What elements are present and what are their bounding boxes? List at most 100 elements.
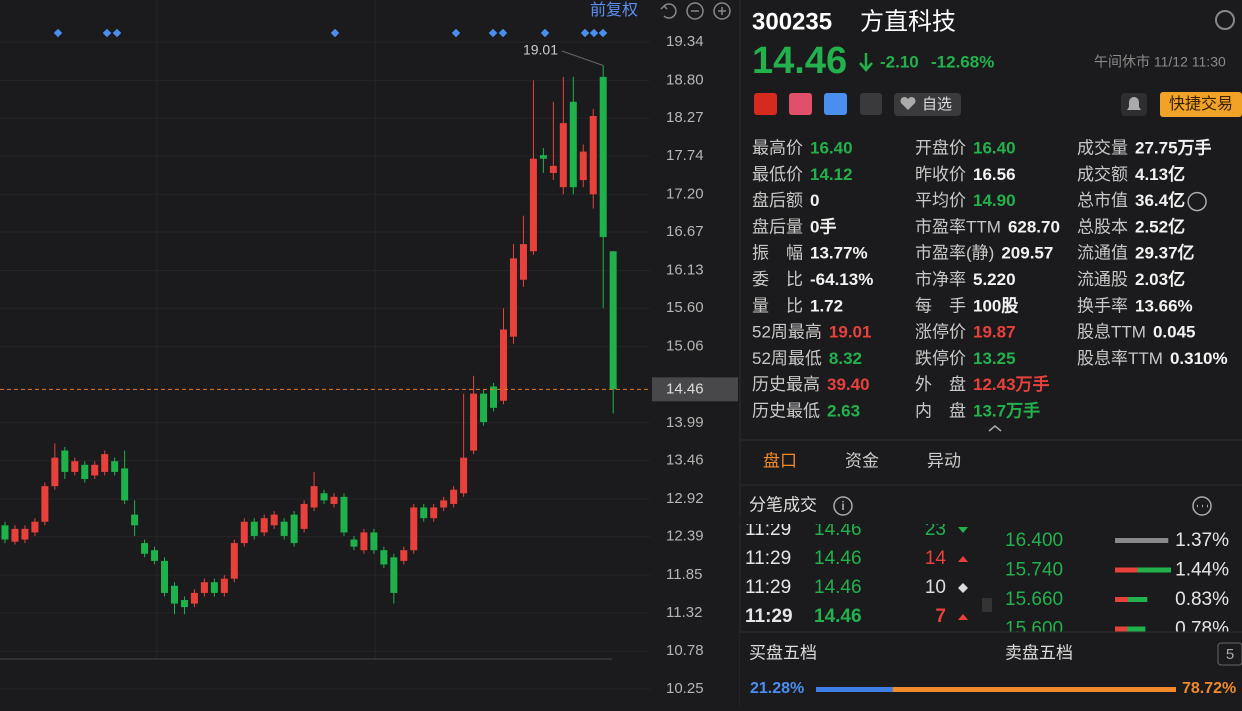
- stat-value: 19.01: [829, 323, 872, 342]
- market-status: 午间休市 11/12 11:30: [1094, 54, 1226, 70]
- tab[interactable]: 资金: [845, 451, 879, 470]
- settings-icon[interactable]: [1215, 10, 1235, 30]
- stat-value: 209.57: [1001, 244, 1053, 263]
- candle-body: [480, 393, 488, 423]
- undo-icon[interactable]: [660, 3, 677, 19]
- bell-icon: [1127, 97, 1141, 110]
- y-tick-label: 10.78: [666, 642, 704, 659]
- y-tick-label: 17.74: [666, 147, 704, 164]
- price: 14.46: [752, 40, 847, 82]
- candle-body: [490, 386, 498, 408]
- y-tick-label: 18.80: [666, 71, 704, 88]
- candle-body: [320, 493, 328, 501]
- stat-label: 流通值: [1077, 244, 1128, 263]
- candle-body: [21, 528, 29, 540]
- stat-value: 1.72: [810, 296, 843, 315]
- stat-label: 开盘价: [915, 138, 966, 157]
- candle-body: [41, 486, 49, 522]
- scroll-marker: [982, 598, 992, 612]
- stat-label: 历史最高: [752, 375, 820, 394]
- trade-price: 14.46: [814, 548, 862, 569]
- candle-body: [71, 461, 79, 472]
- candle-body: [180, 600, 188, 608]
- tabs: 盘口 资金 异动: [763, 451, 961, 470]
- info-icon[interactable]: [833, 496, 853, 516]
- trade-price: 14.46: [814, 519, 862, 540]
- ratio-bar: [816, 687, 1176, 692]
- stat-value: 13.25: [973, 349, 1016, 368]
- candle-body: [470, 393, 478, 451]
- stat-label: 市盈率TTM: [915, 217, 1001, 236]
- y-tick-label: 16.67: [666, 223, 704, 240]
- stat-label: 内 盘: [915, 401, 966, 420]
- collapse-icon[interactable]: [988, 425, 1002, 432]
- more-icon: [1187, 191, 1207, 212]
- trade-button[interactable]: [1160, 92, 1242, 117]
- zoom-out-icon[interactable]: [686, 2, 704, 20]
- event-marker: [330, 28, 340, 38]
- adjust-toggle[interactable]: 前复权: [590, 1, 638, 19]
- candle-body: [599, 76, 607, 238]
- trade-time: 11:29: [745, 577, 791, 598]
- candle-body: [539, 155, 547, 159]
- more-icon[interactable]: [1192, 496, 1212, 516]
- event-marker: [498, 28, 508, 38]
- candle-body: [11, 528, 19, 542]
- candle-body: [569, 101, 577, 188]
- tab[interactable]: 盘口: [763, 451, 797, 470]
- candle-body: [500, 329, 507, 401]
- stat-label: 最低价: [752, 165, 803, 184]
- stat-label: 盘后量: [752, 217, 803, 236]
- stat-value: 27.75万手: [1135, 137, 1212, 157]
- candle-body: [220, 578, 228, 593]
- dist-bar: [1115, 567, 1171, 573]
- stat-label: 跌停价: [915, 349, 966, 368]
- heart-icon: [900, 96, 916, 110]
- stat-value: 5.220: [973, 270, 1016, 289]
- stat-label: 股息率TTM: [1077, 349, 1163, 368]
- stat-label: 历史最低: [752, 401, 820, 420]
- candle-body: [410, 507, 418, 551]
- stat-value: 16.56: [973, 165, 1016, 184]
- candle-body: [250, 521, 258, 536]
- stat-label: 最高价: [752, 138, 803, 157]
- stock-code: 300235: [752, 8, 832, 35]
- bid-title: 买盘五档: [749, 643, 817, 662]
- stat-value: 2.03亿: [1135, 269, 1185, 289]
- note-icon[interactable]: [860, 93, 882, 115]
- candle-body: [280, 521, 288, 536]
- candle-body: [549, 165, 557, 173]
- stat-value: 14.12: [810, 165, 853, 184]
- candle-body: [529, 158, 537, 252]
- y-tick-label: 17.20: [666, 185, 704, 202]
- stat-label: 总股本: [1077, 217, 1128, 236]
- bid-pct: 21.28%: [750, 680, 804, 697]
- stat-value: 13.66%: [1135, 296, 1193, 315]
- candle-body: [509, 258, 517, 337]
- candle-body: [310, 486, 318, 508]
- stat-label: 股息TTM: [1077, 323, 1146, 342]
- stat-value: 8.32: [829, 349, 862, 368]
- stat-label: 成交量: [1077, 138, 1128, 157]
- candle-body: [131, 514, 139, 526]
- stat-label: 量 比: [752, 296, 803, 315]
- stat-value: 100股: [973, 296, 1018, 315]
- zoom-in-icon[interactable]: [713, 2, 731, 20]
- candle-body: [151, 550, 159, 561]
- candle-body: [400, 550, 408, 561]
- dist-bar-buy: [1115, 597, 1128, 602]
- stat-label: 52周最低: [752, 349, 822, 368]
- tab[interactable]: 异动: [927, 451, 961, 470]
- stat-value: 13.77%: [810, 244, 868, 263]
- candle-body: [450, 489, 458, 504]
- levels-button[interactable]: [1217, 642, 1242, 666]
- trade-side-icon: [958, 583, 968, 593]
- dist-pct: 1.44%: [1175, 560, 1229, 581]
- stat-label: 市净率: [915, 270, 966, 289]
- candle-body: [141, 543, 149, 554]
- candle-body: [300, 503, 308, 529]
- stat-value: 0.310%: [1170, 349, 1228, 368]
- y-tick-label: 15.60: [666, 299, 704, 316]
